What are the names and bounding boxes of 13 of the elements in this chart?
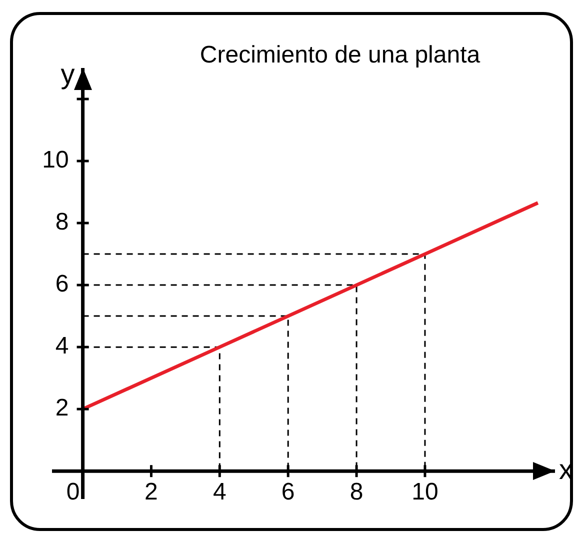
x-tick-label: 2 bbox=[144, 478, 158, 506]
x-tick-label: 10 bbox=[412, 478, 438, 506]
x-tick-label: 6 bbox=[281, 478, 295, 506]
x-tick-label: 4 bbox=[212, 478, 226, 506]
y-tick-label: 2 bbox=[55, 394, 69, 422]
x-tick-label: 8 bbox=[350, 478, 364, 506]
y-tick-label: 4 bbox=[55, 332, 69, 360]
chart-title: Crecimiento de una planta bbox=[200, 42, 481, 69]
x-tick-label: 0 bbox=[66, 478, 80, 506]
y-tick-label: 8 bbox=[55, 208, 69, 236]
y-tick-label: 10 bbox=[42, 146, 69, 174]
y-axis-title: y bbox=[60, 58, 75, 90]
y-tick-label: 6 bbox=[55, 270, 69, 298]
